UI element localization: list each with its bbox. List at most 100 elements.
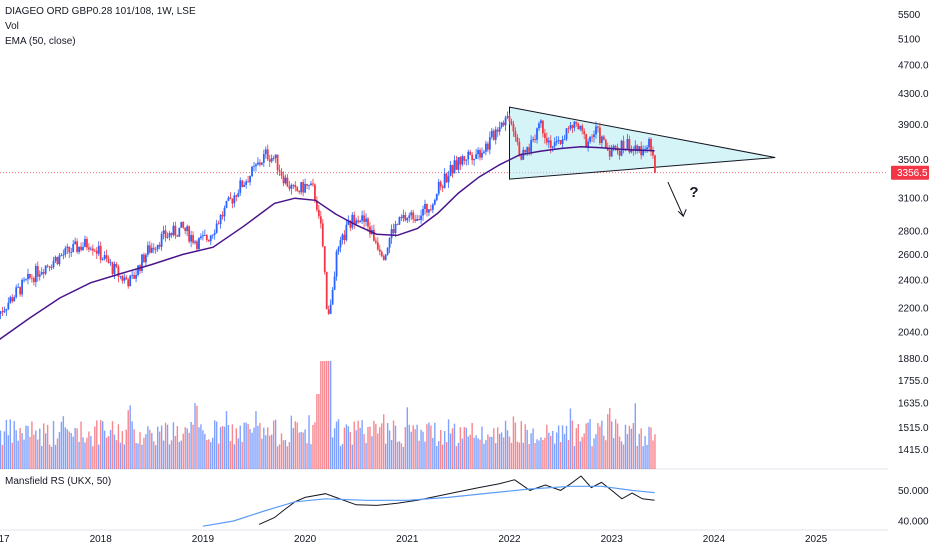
candle-body: [642, 149, 645, 156]
volume-bar: [341, 444, 344, 469]
candle-body: [23, 279, 25, 281]
projection-arrow-head: [677, 209, 687, 218]
candle-body: [595, 126, 597, 135]
volume-bar: [569, 408, 572, 469]
candle-body: [345, 224, 348, 240]
candle-body: [115, 264, 118, 267]
candle-body: [382, 256, 385, 260]
price-tick-label: 2800.0: [898, 226, 929, 237]
candle-body: [194, 241, 196, 243]
volume-bar: [168, 444, 171, 469]
rs-legend[interactable]: Mansfield RS (UKX, 50): [5, 476, 112, 487]
volume-bar: [267, 427, 269, 469]
candle-body: [357, 220, 360, 223]
volume-bar: [384, 443, 387, 469]
candle-body: [80, 246, 82, 250]
indicator-ema[interactable]: EMA (50, close): [5, 36, 76, 47]
candle-body: [215, 223, 218, 233]
volume-bar: [320, 361, 322, 469]
candle-body: [245, 181, 248, 185]
price-tick-label: 3500.0: [898, 155, 929, 166]
candle-body: [213, 232, 216, 235]
volume-bar: [280, 433, 283, 469]
candle-body: [512, 124, 515, 132]
candle-body: [469, 151, 472, 155]
volume-bar: [241, 441, 243, 469]
candle-body: [137, 265, 139, 276]
volume-bar: [312, 424, 314, 469]
volume-bar: [487, 434, 489, 469]
price-tick-label: 5100: [898, 34, 921, 45]
volume-bar: [188, 432, 190, 469]
volume-bar: [103, 430, 106, 469]
time-tick-label: 2023: [601, 534, 624, 545]
volume-bar: [200, 424, 202, 469]
volume-bar: [101, 421, 104, 469]
volume-bar: [434, 422, 436, 469]
candles: [0, 111, 656, 320]
volume-bar: [371, 436, 373, 469]
volume-bar: [180, 440, 182, 469]
candle-body: [113, 264, 116, 274]
volume-bar: [418, 440, 420, 469]
candle-body: [44, 265, 47, 274]
volume-bar: [208, 439, 210, 469]
volume-bar: [512, 416, 515, 469]
candle-body: [500, 122, 503, 128]
volume-bar: [306, 443, 308, 469]
candle-body: [270, 158, 273, 162]
price-tick-label: 1755.0: [898, 376, 929, 387]
candle-body: [286, 177, 289, 187]
volume-bar: [56, 438, 59, 469]
volume-bar: [555, 432, 558, 469]
volume-bar: [64, 427, 67, 469]
candle-body: [78, 246, 80, 252]
volume-bar: [483, 443, 485, 469]
volume-bar: [506, 430, 509, 469]
volume-bar: [98, 444, 100, 469]
candle-body: [335, 251, 338, 277]
candle-body: [638, 146, 641, 152]
ema-50-line: [0, 146, 655, 340]
volume-bar: [522, 442, 524, 469]
volume-bar: [131, 421, 133, 469]
symbol-title[interactable]: DIAGEO ORD GBP0.28 101/108, 1W, LSE: [5, 6, 196, 17]
price-tick-label: 2600.0: [898, 250, 929, 261]
indicator-vol[interactable]: Vol: [5, 21, 19, 32]
volume-bar: [557, 425, 560, 469]
volume-bar: [349, 431, 352, 469]
candle-body: [396, 223, 399, 225]
candle-body: [443, 173, 446, 188]
candle-body: [143, 254, 145, 263]
candle-body: [0, 311, 2, 315]
candle-body: [363, 215, 365, 222]
axes: 5500 5100 4700.0 4300.0 3900.0 3500.0 3100.0 28…: [0, 10, 929, 545]
volume-bar: [90, 436, 92, 469]
volume-bar: [609, 407, 611, 469]
candle-body: [504, 117, 507, 126]
volume-bar: [316, 394, 318, 469]
candle-body: [392, 229, 395, 234]
candle-body: [467, 151, 470, 160]
candle-body: [190, 235, 193, 242]
volume-bar: [620, 441, 623, 469]
volume-bar: [249, 429, 251, 469]
volume-bar: [302, 432, 304, 469]
candle-body: [390, 229, 393, 239]
volume-bar: [441, 444, 444, 469]
volume-bar: [337, 419, 340, 469]
candle-body: [341, 234, 344, 241]
candle-body: [13, 297, 16, 302]
volume-bar: [353, 421, 355, 469]
volume-bar: [386, 423, 389, 469]
candle-body: [178, 227, 181, 237]
volume-bar: [62, 416, 65, 469]
candle-body: [424, 203, 426, 209]
candle-body: [76, 241, 79, 252]
volume-bar: [164, 422, 167, 469]
volume-bar: [225, 411, 228, 469]
candle-body: [400, 217, 403, 219]
candle-body: [264, 149, 267, 155]
